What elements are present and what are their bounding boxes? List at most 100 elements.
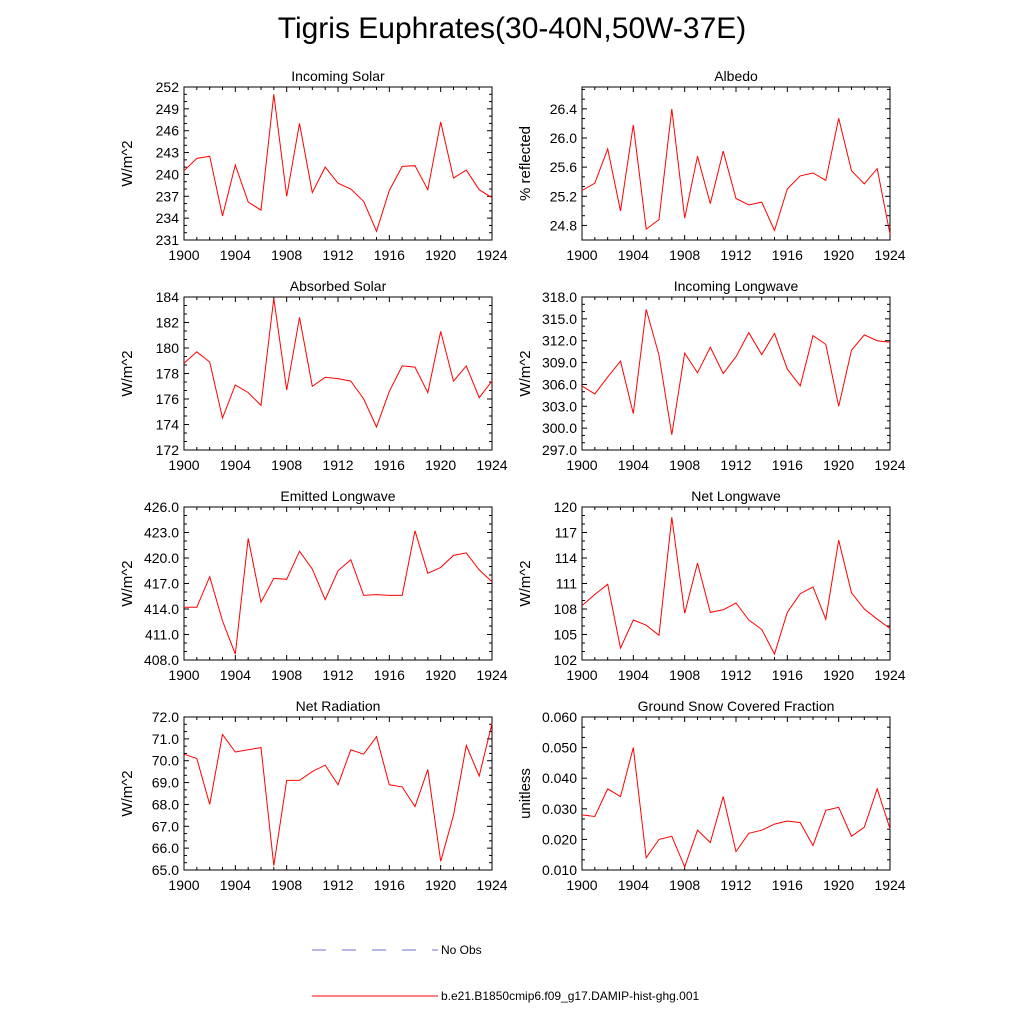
- y-tick-label: 243: [156, 145, 180, 161]
- panel-7: Net Radiation W/m^2 1900 1904 1908 1912 1916 19…: [119, 698, 508, 893]
- y-tick-label: 306.0: [542, 376, 577, 392]
- panel-6: Net Longwave W/m^2 1900 1904 1908 1912 1916 192…: [517, 488, 906, 683]
- x-tick-label: 1904: [220, 247, 251, 263]
- legend-label: No Obs: [441, 943, 482, 957]
- legend-label: b.e21.B1850cmip6.f09_g17.DAMIP-hist-ghg.…: [441, 989, 699, 1003]
- panel-2: Albedo % reflected 1900 1904 1908 1912 1916 192…: [517, 68, 906, 263]
- x-tick-label: 1908: [271, 457, 302, 473]
- y-tick-label: 174: [156, 417, 180, 433]
- x-tick-label: 1920: [425, 247, 456, 263]
- y-tick-label: 184: [156, 289, 180, 305]
- y-tick-label: 67.0: [152, 818, 179, 834]
- plot-frame: [183, 86, 493, 241]
- y-tick-label: 172: [156, 442, 180, 458]
- x-tick-label: 1920: [425, 877, 456, 893]
- x-tick-label: 1920: [425, 667, 456, 683]
- x-tick-label: 1924: [874, 877, 905, 893]
- x-tick-label: 1904: [618, 877, 649, 893]
- x-tick-label: 1916: [374, 877, 405, 893]
- y-tick-label: 252: [156, 79, 180, 95]
- y-tick-label: 0.060: [542, 709, 577, 725]
- y-axis-label: W/m^2: [119, 140, 136, 186]
- x-tick-label: 1924: [476, 457, 507, 473]
- x-tick-label: 1900: [566, 457, 597, 473]
- series-line: [581, 517, 891, 656]
- x-tick-label: 1900: [566, 667, 597, 683]
- y-tick-label: 0.050: [542, 740, 577, 756]
- x-tick-label: 1912: [322, 667, 353, 683]
- series-line: [581, 309, 891, 435]
- x-tick-label: 1916: [374, 247, 405, 263]
- x-tick-label: 1916: [772, 457, 803, 473]
- x-tick-label: 1908: [669, 457, 700, 473]
- y-tick-label: 26.0: [550, 130, 577, 146]
- x-tick-label: 1900: [168, 667, 199, 683]
- y-tick-label: 300.0: [542, 420, 577, 436]
- y-tick-label: 72.0: [152, 709, 179, 725]
- x-tick-label: 1920: [823, 247, 854, 263]
- x-tick-label: 1924: [874, 457, 905, 473]
- series-line: [183, 94, 493, 233]
- y-tick-label: 0.010: [542, 862, 577, 878]
- y-tick-label: 120: [554, 499, 578, 515]
- y-tick-label: 70.0: [152, 753, 179, 769]
- y-tick-label: 297.0: [542, 442, 577, 458]
- x-tick-label: 1908: [271, 877, 302, 893]
- x-tick-label: 1900: [566, 247, 597, 263]
- y-tick-label: 318.0: [542, 289, 577, 305]
- y-tick-label: 312.0: [542, 333, 577, 349]
- y-tick-label: 176: [156, 391, 180, 407]
- x-tick-label: 1912: [720, 457, 751, 473]
- x-tick-label: 1908: [669, 247, 700, 263]
- y-tick-label: 414.0: [144, 601, 179, 617]
- x-tick-label: 1924: [476, 667, 507, 683]
- y-axis-label: W/m^2: [517, 560, 534, 606]
- panel-title: Net Longwave: [691, 488, 781, 504]
- panel-title: Albedo: [714, 68, 758, 84]
- x-tick-label: 1920: [425, 457, 456, 473]
- x-tick-label: 1916: [772, 667, 803, 683]
- legend: No Obs b.e21.B1850cmip6.f09_g17.DAMIP-his…: [312, 943, 699, 1003]
- x-tick-label: 1920: [823, 457, 854, 473]
- y-tick-label: 117: [555, 525, 578, 541]
- plot-frame: [581, 506, 891, 661]
- y-axis-label: W/m^2: [517, 350, 534, 396]
- y-tick-label: 102: [554, 652, 578, 668]
- plot-frame: [581, 296, 891, 451]
- y-tick-label: 178: [156, 366, 180, 382]
- x-tick-label: 1908: [669, 877, 700, 893]
- plot-frame: [581, 86, 891, 241]
- y-tick-label: 237: [156, 188, 180, 204]
- plot-frame: [183, 716, 493, 871]
- x-tick-label: 1904: [220, 457, 251, 473]
- panel-4: Incoming Longwave W/m^2 1900 1904 1908 1912 19…: [517, 278, 906, 473]
- x-tick-label: 1924: [476, 877, 507, 893]
- y-axis-label: W/m^2: [119, 350, 136, 396]
- y-tick-label: 69.0: [152, 775, 179, 791]
- y-tick-label: 420.0: [144, 550, 179, 566]
- x-tick-label: 1900: [168, 457, 199, 473]
- series-line: [581, 747, 891, 869]
- x-tick-label: 1904: [220, 877, 251, 893]
- y-tick-label: 108: [554, 601, 578, 617]
- panel-1: Incoming Solar W/m^2 1900 1904 1908 1912 1916 1…: [119, 68, 508, 263]
- x-tick-label: 1900: [168, 877, 199, 893]
- x-tick-label: 1924: [874, 667, 905, 683]
- x-tick-label: 1916: [772, 247, 803, 263]
- x-tick-label: 1912: [322, 877, 353, 893]
- y-tick-label: 0.040: [542, 770, 577, 786]
- panel-title: Incoming Longwave: [674, 278, 799, 294]
- y-tick-label: 249: [156, 101, 180, 117]
- x-tick-label: 1904: [618, 457, 649, 473]
- y-tick-label: 240: [156, 166, 180, 182]
- series-line: [581, 108, 891, 235]
- plot-frame: [183, 296, 493, 451]
- x-tick-label: 1908: [669, 667, 700, 683]
- x-tick-label: 1904: [618, 247, 649, 263]
- plot-frame: [183, 506, 493, 661]
- y-tick-label: 105: [554, 627, 578, 643]
- x-tick-label: 1900: [168, 247, 199, 263]
- x-tick-label: 1912: [322, 247, 353, 263]
- panel-title: Absorbed Solar: [290, 278, 387, 294]
- y-tick-label: 68.0: [152, 796, 179, 812]
